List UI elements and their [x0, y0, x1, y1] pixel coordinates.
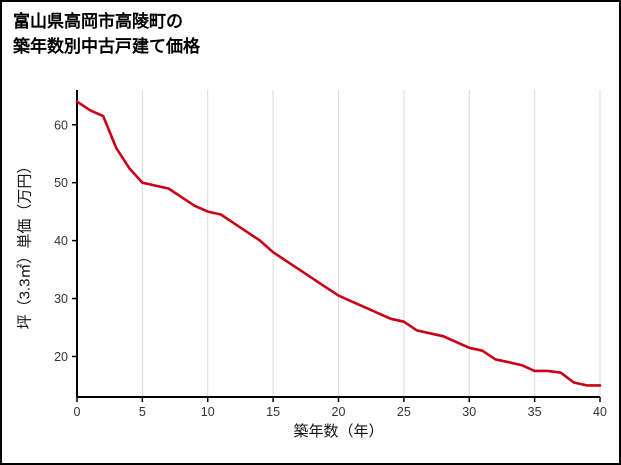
price-line — [75, 100, 602, 387]
y-axis-label: 坪（3.3㎡）単価（万円） — [16, 158, 34, 330]
x-tick-label: 35 — [528, 405, 542, 419]
x-tick-label: 30 — [462, 405, 476, 419]
y-tick-label: 60 — [54, 118, 68, 132]
x-tick-label: 20 — [332, 405, 346, 419]
chart-title-line-1: 富山県高岡市高陵町の — [13, 12, 183, 31]
y-tick-label: 30 — [54, 292, 68, 306]
x-tick-label: 5 — [139, 405, 146, 419]
y-tick-label: 40 — [54, 234, 68, 248]
y-tick-label: 20 — [54, 350, 68, 364]
x-axis-label: 築年数（年） — [293, 423, 384, 440]
y-tick-label: 50 — [54, 176, 68, 190]
chart-title-line-2: 築年数別中古戸建て価格 — [13, 36, 200, 56]
x-tick-label: 40 — [593, 405, 607, 419]
x-tick-label: 25 — [397, 405, 411, 419]
x-tick-label: 15 — [266, 405, 280, 419]
x-tick-label: 10 — [201, 405, 215, 419]
x-tick-label: 0 — [74, 405, 81, 419]
chart-title: 富山県高岡市高陵町の 築年数別中古戸建て価格 — [13, 10, 200, 59]
